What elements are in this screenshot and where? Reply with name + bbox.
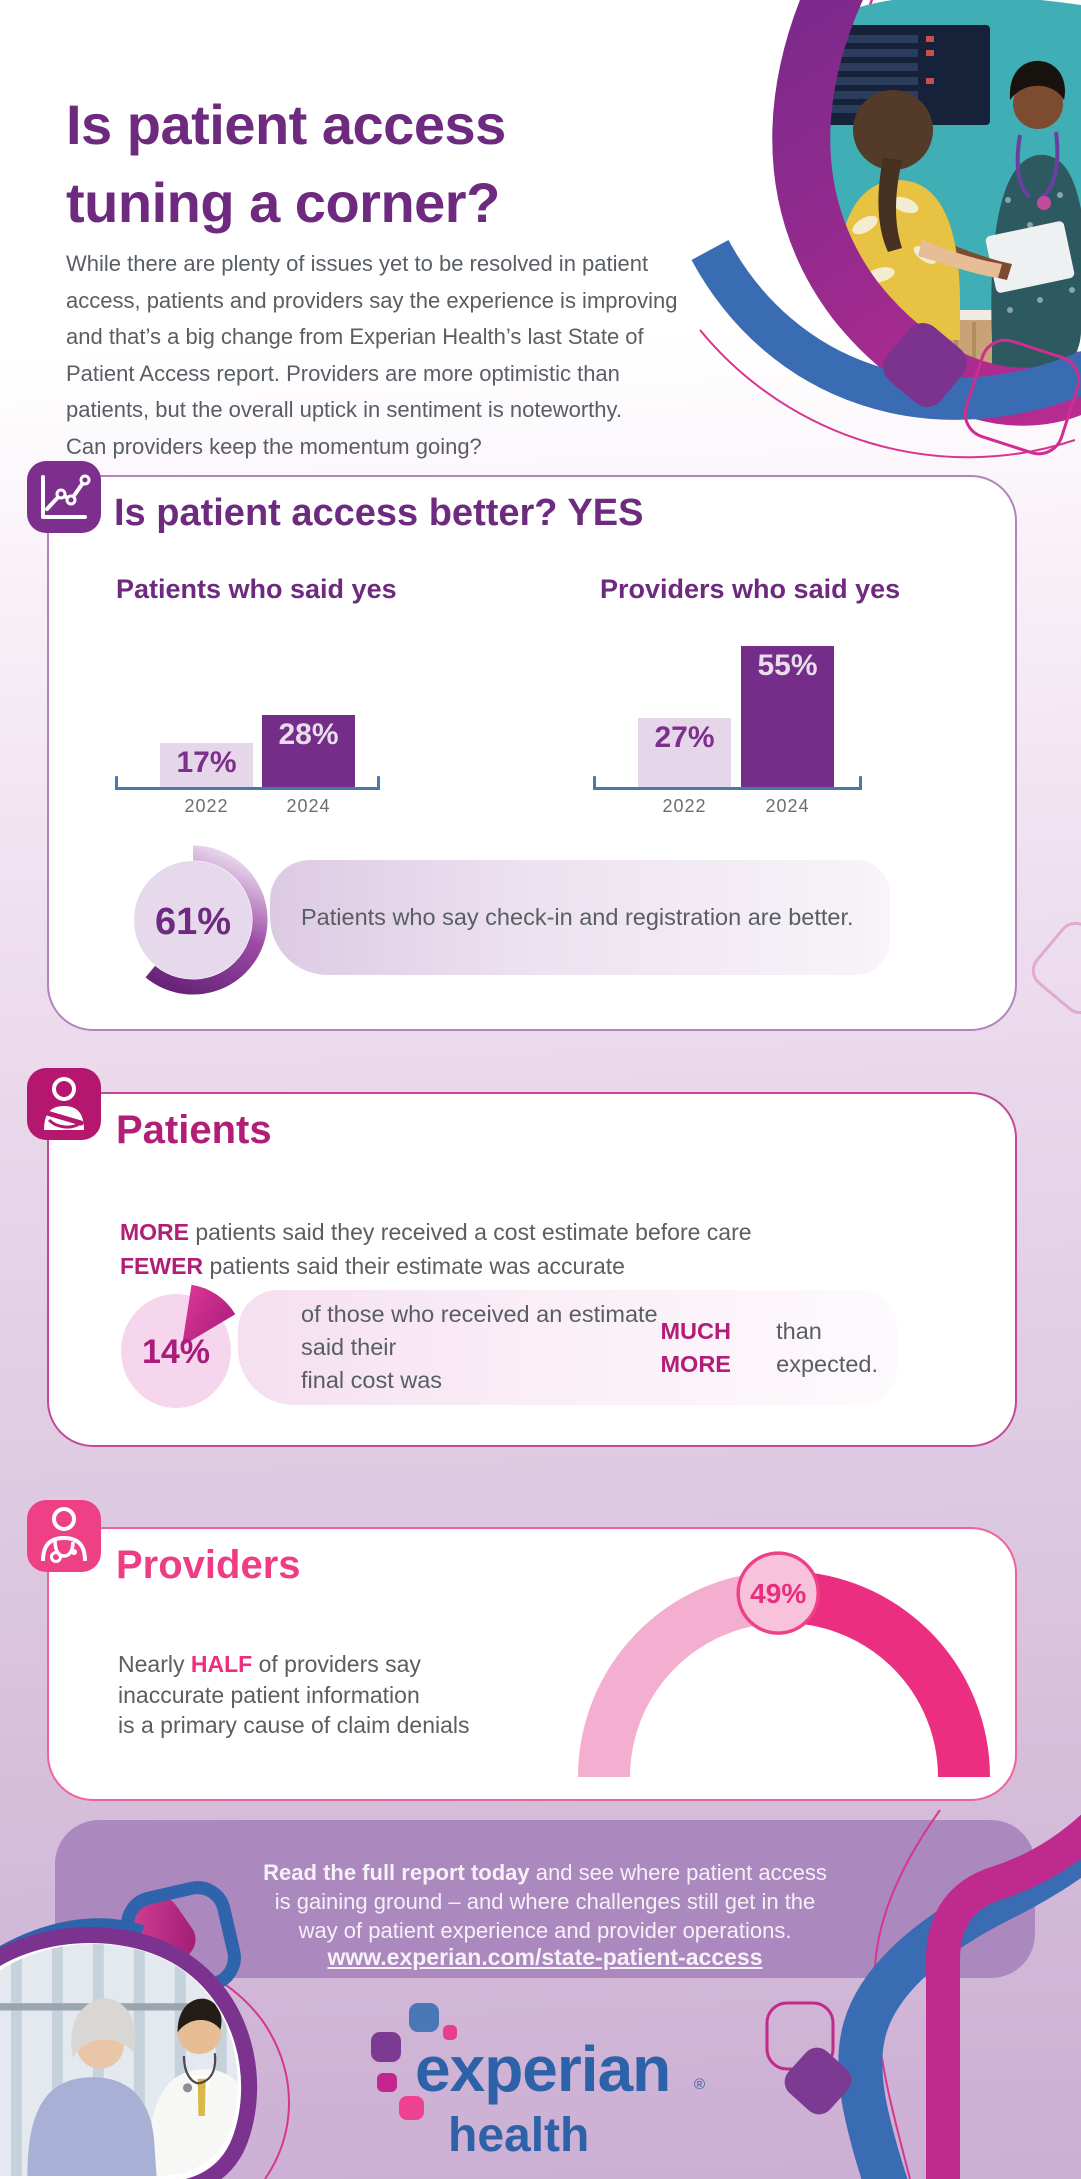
cta-bold: Read the full report today [263, 1860, 530, 1885]
patients-stat-line: FEWER patients said their estimate was a… [120, 1253, 625, 1280]
blue-swoosh [691, 239, 1081, 420]
registered-trademark: ® [694, 2076, 706, 2093]
purple-blob [784, 2047, 852, 2115]
tick-label: 2024 [286, 796, 331, 816]
cta-rest: and see where patient access is gaining … [274, 1860, 827, 1943]
footer-decor-curves [765, 1809, 1081, 2179]
emphasis-fewer: FEWER [120, 1253, 204, 1279]
logo-block-magenta [377, 2073, 397, 2092]
section-title-providers: Providers [116, 1543, 301, 1587]
bar-patients-2022: 17% [160, 743, 253, 787]
pink-outline-square [963, 338, 1081, 456]
emphasis-more: MORE [120, 1219, 189, 1245]
bar-value-label: 17% [176, 746, 237, 779]
section-card-providers [47, 1527, 1017, 1801]
magenta-swoosh [926, 1814, 1081, 2179]
patients-stat-line: MORE patients said they received a cost … [120, 1219, 752, 1246]
stat-line-text: patients said they received a cost estim… [189, 1219, 752, 1245]
bar-patients-2024: 28% [262, 715, 355, 787]
trend-line-chart-icon [27, 461, 101, 533]
footer-cta-text: Read the full report today and see where… [55, 1858, 1035, 1945]
logo-block-purple [371, 2032, 401, 2062]
tick-label: 2022 [662, 796, 707, 816]
doctor-stethoscope-icon [27, 1500, 101, 1572]
donut-value: 61% [155, 901, 231, 943]
doctor-patient-photo [0, 1944, 238, 2177]
pie-stat-text: of those who received an estimate said t… [301, 1290, 897, 1405]
stat-text: than expected. [776, 1317, 879, 1377]
stat-text: Nearly [118, 1651, 191, 1677]
decorative-outline-square [1024, 914, 1081, 1022]
emphasis-much-more: MUCH MORE [660, 1317, 731, 1377]
patient-arm-sling-icon [27, 1068, 101, 1140]
bar-providers-2024: 55% [741, 646, 834, 787]
gauge-value: 49% [750, 1578, 806, 1609]
stat-callout-pill: Patients who say check-in and registrati… [270, 860, 890, 975]
stat-line-text: patients said their estimate was accurat… [203, 1253, 625, 1279]
chart-title-providers: Providers who said yes [600, 574, 901, 604]
chart-title-patients: Patients who said yes [116, 574, 397, 604]
tick-label: 2022 [184, 796, 229, 816]
section-title-better: Is patient access better? YES [114, 492, 644, 534]
x-axis-patients [115, 776, 380, 790]
page-title: Is patient access tuning a corner? [66, 92, 506, 234]
pie-wedge [182, 1284, 236, 1346]
stat-text: of those who received an estimate said t… [301, 1301, 658, 1393]
donut-chart-61: 61% [134, 845, 268, 995]
pie-chart-14: 14% [121, 1284, 236, 1408]
logo-block-pink [399, 2096, 424, 2120]
x-axis-providers [593, 776, 862, 790]
stat-text: of providers say inaccurate patient info… [118, 1651, 470, 1738]
donut-arc [145, 845, 268, 995]
report-url-link[interactable]: www.experian.com/state-patient-access [327, 1944, 763, 1970]
experian-health-subtext: health [448, 2109, 590, 2162]
thin-pink-curve [699, 329, 1076, 459]
bar-value-label: 28% [278, 718, 339, 751]
pie-value: 14% [142, 1333, 210, 1371]
logo-block-blue [409, 2003, 439, 2032]
purple-blob [883, 323, 967, 407]
stat-callout-pill: of those who received an estimate said t… [238, 1290, 897, 1405]
header-photo-illustration [691, 0, 1081, 459]
gauge-value-badge: 49% [736, 1551, 820, 1635]
emphasis-half: HALF [190, 1651, 253, 1677]
intro-paragraph: While there are plenty of issues yet to … [66, 251, 678, 459]
providers-stat-text: Nearly HALF of providers say inaccurate … [118, 1649, 470, 1741]
experian-logo-text: experian [415, 2033, 671, 2105]
bar-value-label: 55% [757, 649, 818, 682]
footer-photo-illustration [0, 1881, 290, 2179]
bar-providers-2022: 27% [638, 718, 731, 787]
bar-value-label: 27% [654, 721, 715, 754]
tick-label: 2024 [765, 796, 810, 816]
donut-stat-text: Patients who say check-in and registrati… [301, 904, 854, 930]
logo-block-pink-small [443, 2025, 457, 2040]
gauge-chart-49: 49% [578, 1551, 990, 1778]
section-title-patients: Patients [116, 1108, 272, 1152]
